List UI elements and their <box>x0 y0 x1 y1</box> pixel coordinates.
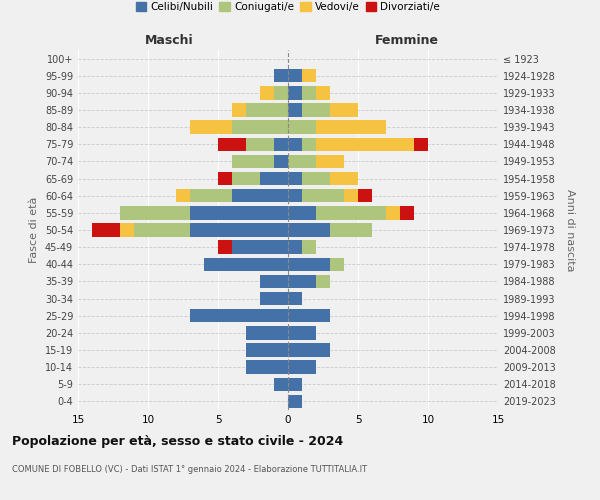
Bar <box>400 206 414 220</box>
Bar <box>232 189 288 202</box>
Text: Femmine: Femmine <box>375 34 439 46</box>
Bar <box>232 104 246 117</box>
Bar <box>288 206 316 220</box>
Bar <box>218 240 232 254</box>
Bar <box>288 104 302 117</box>
Bar <box>120 224 134 236</box>
Bar <box>218 172 232 186</box>
Bar <box>288 86 302 100</box>
Bar <box>176 189 190 202</box>
Bar <box>288 138 302 151</box>
Bar <box>274 378 288 391</box>
Bar <box>204 258 288 271</box>
Bar <box>414 138 428 151</box>
Bar <box>218 138 246 151</box>
Bar <box>274 154 288 168</box>
Bar <box>260 274 288 288</box>
Bar <box>190 206 288 220</box>
Bar <box>302 104 330 117</box>
Bar <box>316 206 386 220</box>
Bar <box>386 206 400 220</box>
Bar <box>288 378 302 391</box>
Bar <box>288 120 316 134</box>
Bar <box>134 224 190 236</box>
Bar <box>190 224 288 236</box>
Bar <box>246 344 288 356</box>
Text: COMUNE DI FOBELLO (VC) - Dati ISTAT 1° gennaio 2024 - Elaborazione TUTTITALIA.IT: COMUNE DI FOBELLO (VC) - Dati ISTAT 1° g… <box>12 465 367 474</box>
Bar <box>316 274 330 288</box>
Bar <box>274 86 288 100</box>
Bar <box>246 360 288 374</box>
Text: Maschi: Maschi <box>145 34 193 46</box>
Bar <box>260 86 274 100</box>
Bar <box>232 240 288 254</box>
Bar <box>232 120 288 134</box>
Bar <box>288 344 330 356</box>
Bar <box>302 138 316 151</box>
Text: Popolazione per età, sesso e stato civile - 2024: Popolazione per età, sesso e stato civil… <box>12 435 343 448</box>
Bar <box>288 360 316 374</box>
Bar <box>260 292 288 306</box>
Bar <box>246 326 288 340</box>
Y-axis label: Anni di nascita: Anni di nascita <box>565 188 575 271</box>
Bar <box>232 172 260 186</box>
Bar <box>358 189 372 202</box>
Y-axis label: Fasce di età: Fasce di età <box>29 197 39 263</box>
Bar <box>288 274 316 288</box>
Bar <box>288 326 316 340</box>
Bar <box>288 394 302 408</box>
Bar <box>190 189 232 202</box>
Bar <box>288 69 302 82</box>
Bar <box>246 104 288 117</box>
Bar <box>316 138 414 151</box>
Bar <box>190 309 288 322</box>
Bar <box>330 258 344 271</box>
Bar <box>316 120 386 134</box>
Bar <box>330 224 372 236</box>
Bar <box>288 224 330 236</box>
Bar <box>232 154 274 168</box>
Bar <box>120 206 190 220</box>
Bar <box>302 86 316 100</box>
Bar <box>288 154 316 168</box>
Bar <box>330 172 358 186</box>
Bar <box>288 172 302 186</box>
Bar <box>344 189 358 202</box>
Bar <box>274 69 288 82</box>
Bar <box>302 172 330 186</box>
Bar <box>288 240 302 254</box>
Bar <box>302 69 316 82</box>
Bar <box>260 172 288 186</box>
Bar <box>92 224 120 236</box>
Bar <box>274 138 288 151</box>
Bar <box>302 189 344 202</box>
Bar <box>288 309 330 322</box>
Bar <box>302 240 316 254</box>
Legend: Celibi/Nubili, Coniugati/e, Vedovi/e, Divorziati/e: Celibi/Nubili, Coniugati/e, Vedovi/e, Di… <box>131 0 445 16</box>
Bar <box>288 292 302 306</box>
Bar <box>330 104 358 117</box>
Bar <box>190 120 232 134</box>
Bar <box>316 86 330 100</box>
Bar <box>246 138 274 151</box>
Bar <box>316 154 344 168</box>
Bar <box>288 189 302 202</box>
Bar <box>288 258 330 271</box>
